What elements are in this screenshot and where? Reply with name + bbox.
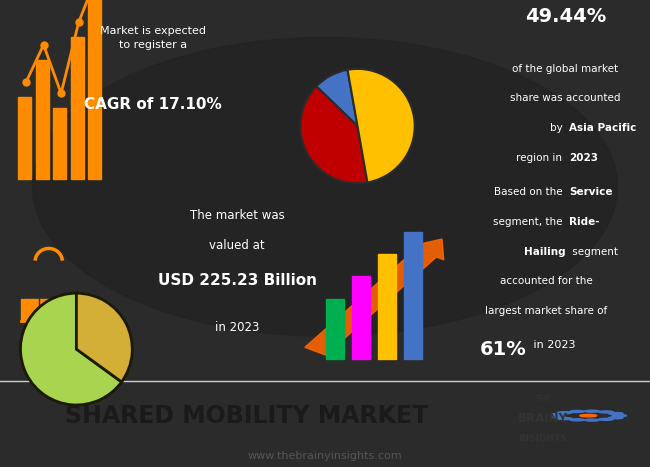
Text: in 2023: in 2023 [530,340,575,350]
Bar [326,299,344,359]
Circle shape [570,419,584,421]
Wedge shape [348,69,415,183]
Text: valued at: valued at [209,239,265,252]
Circle shape [609,412,623,415]
Circle shape [570,410,584,412]
Bar [352,276,370,359]
Circle shape [558,417,572,420]
Text: 49.44%: 49.44% [525,7,606,27]
Bar [18,97,31,179]
Text: of the global market: of the global market [512,64,619,73]
Bar [21,299,76,321]
Bar [88,0,101,179]
Bar [71,37,84,179]
Circle shape [558,411,572,414]
Text: Asia Pacific: Asia Pacific [569,123,636,133]
Point [38,41,49,49]
Circle shape [551,416,565,417]
Text: segment: segment [569,247,618,256]
Point [56,90,66,97]
Text: Hailing: Hailing [524,247,566,256]
Text: largest market share of: largest market share of [485,306,607,316]
Text: USD 225.23 Billion: USD 225.23 Billion [158,273,317,288]
Circle shape [599,418,613,420]
Circle shape [551,414,565,416]
Text: accounted for the: accounted for the [500,276,592,286]
Wedge shape [317,70,358,126]
Circle shape [612,415,627,417]
Text: share was accounted: share was accounted [510,93,621,103]
Text: 61%: 61% [480,340,526,359]
Text: in 2023: in 2023 [215,321,259,334]
Point [73,19,84,26]
Ellipse shape [32,37,617,336]
Text: by: by [549,123,566,133]
Circle shape [609,417,623,419]
Text: segment, the: segment, the [493,217,566,226]
Text: The market was: The market was [190,209,285,222]
Text: www.thebrainyinsights.com: www.thebrainyinsights.com [248,451,402,461]
Text: BRAINY: BRAINY [518,412,567,425]
Text: 2023: 2023 [569,153,598,163]
Text: Based on the: Based on the [493,187,566,197]
Text: Ride-: Ride- [569,217,599,226]
Text: Market is expected
to register a: Market is expected to register a [99,26,206,50]
Text: INSIGHTS: INSIGHTS [519,434,567,444]
FancyArrow shape [305,239,444,355]
Text: SHARED MOBILITY MARKET: SHARED MOBILITY MARKET [66,403,428,428]
Bar [36,60,49,179]
Text: %: % [0,405,20,433]
Circle shape [580,414,597,417]
Circle shape [599,411,613,413]
Circle shape [585,419,599,421]
Bar [53,108,66,179]
Bar [404,232,422,359]
Point [21,78,31,86]
Text: region in: region in [516,153,566,163]
Text: CAGR of 17.10%: CAGR of 17.10% [84,97,222,112]
Circle shape [585,410,599,412]
Wedge shape [21,293,122,405]
Bar [378,254,396,359]
Text: THE: THE [534,395,551,404]
Text: Service: Service [569,187,612,197]
Wedge shape [77,293,132,382]
Wedge shape [300,86,367,183]
